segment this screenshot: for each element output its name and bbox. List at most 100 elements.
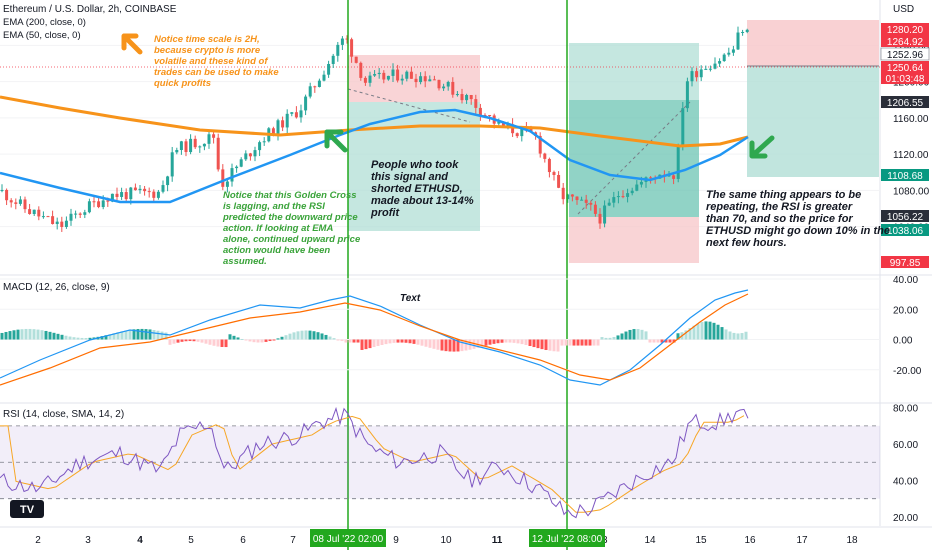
time-tick-label: 2: [35, 535, 41, 546]
candle-body: [575, 196, 579, 201]
macd-histogram-bar: [408, 339, 412, 344]
candle-body: [120, 192, 124, 197]
candle-body: [147, 191, 151, 193]
time-tick-label: 11: [492, 535, 503, 546]
candle-body: [442, 86, 446, 89]
macd-histogram-bar: [596, 339, 600, 346]
macd-histogram-bar: [316, 332, 320, 340]
macd-histogram-bar: [732, 332, 736, 340]
macd-histogram-bar: [400, 339, 404, 343]
macd-histogram-bar: [344, 339, 348, 343]
macd-tick-label: 20.00: [893, 305, 918, 316]
macd-histogram-bar: [412, 339, 416, 344]
macd-histogram-bar: [32, 329, 36, 340]
candle-body: [170, 152, 174, 177]
candle-body: [626, 193, 630, 197]
macd-histogram-bar: [252, 339, 256, 343]
macd-histogram-bar: [496, 339, 500, 344]
time-tick-label: 18: [846, 535, 858, 546]
price-badge-value: 01:03:48: [886, 74, 925, 85]
candle-body: [584, 199, 588, 203]
macd-histogram-bar: [424, 339, 428, 347]
candle-body: [359, 62, 363, 78]
candle-body: [55, 221, 59, 225]
macd-histogram-bar: [700, 322, 704, 340]
macd-histogram-bar: [480, 339, 484, 347]
macd-histogram-bar: [304, 330, 308, 340]
macd-histogram-bar: [404, 339, 408, 343]
candle-body: [386, 75, 390, 80]
candle-body: [143, 188, 147, 192]
macd-histogram-bar: [540, 339, 544, 350]
macd-histogram-bar: [244, 339, 248, 341]
macd-histogram-bar: [744, 331, 748, 340]
candle-body: [474, 99, 478, 108]
candle-body: [331, 55, 335, 64]
short-profit-annotation-line: profit: [370, 207, 400, 219]
golden-cross-annotation-line: is lagging, and the RSI: [223, 201, 325, 212]
macd-line: [0, 289, 749, 386]
tradingview-logo: TV: [10, 500, 44, 518]
macd-histogram-bar: [296, 331, 300, 340]
macd-histogram-bar: [624, 331, 628, 340]
ema200-line: [0, 95, 749, 148]
macd-histogram-bar: [488, 339, 492, 345]
macd-histogram-bar: [356, 339, 360, 343]
candle-body: [736, 32, 740, 50]
short-profit-annotation-line: shorted ETHUSD,: [371, 183, 463, 195]
candle-body: [133, 187, 137, 191]
macd-histogram-bar: [484, 339, 488, 346]
price-badge-value: 1252.96: [887, 50, 924, 61]
macd-histogram-bar: [272, 339, 276, 341]
time-highlight-text: 08 Jul '22 02:00: [313, 534, 384, 545]
time-tick-label: 4: [137, 535, 143, 546]
macd-histogram-bar: [308, 330, 312, 340]
candle-body: [419, 76, 423, 83]
repeat-annotation-line: than 70, and so the price for: [706, 213, 853, 225]
short-profit-annotation: People who took this signal and shorted ET…: [370, 159, 474, 219]
candle-body: [32, 209, 36, 215]
macd-histogram-bar: [640, 329, 644, 340]
macd-histogram-bar: [224, 339, 228, 348]
short-profit-annotation-line: made about 13-14%: [371, 195, 474, 207]
candle-body: [552, 172, 556, 175]
candle-body: [396, 69, 400, 81]
macd-histogram-bar: [12, 330, 16, 340]
price-badge-bg: [880, 47, 930, 61]
candle-body: [543, 153, 547, 159]
macd-histogram-bar: [616, 335, 620, 340]
candle-body: [713, 63, 717, 69]
macd-histogram-bar: [420, 339, 424, 346]
macd-histogram-bar: [472, 339, 476, 349]
macd-histogram-bar: [708, 321, 712, 340]
rsi-tick-label: 40.00: [893, 476, 918, 487]
time-highlight-text: 12 Jul '22 08:00: [532, 534, 603, 545]
candle-body: [129, 187, 133, 200]
candle-body: [437, 79, 441, 89]
candle-body: [368, 75, 372, 83]
time-tick-label: 16: [744, 535, 756, 546]
price-badge-value: 1206.55: [887, 98, 924, 109]
candle-body: [649, 177, 653, 179]
macd-histogram-bar: [520, 339, 524, 345]
candle-body: [400, 78, 404, 81]
candle-body: [350, 39, 354, 57]
candle-body: [37, 209, 41, 217]
candle-body: [97, 201, 101, 208]
repeat-annotation: The same thing appears to be repeating, t…: [706, 189, 890, 249]
macd-histogram-bar: [228, 334, 232, 340]
macd-signal-line: [0, 293, 749, 386]
candle-body: [101, 200, 105, 208]
price-badge-bg: [881, 256, 929, 268]
price-badge: 1250.64: [881, 61, 929, 74]
candle-body: [225, 181, 229, 187]
candle-body: [28, 209, 32, 215]
candle-body: [685, 81, 689, 109]
candle-body: [221, 169, 225, 187]
macd-histogram-bar: [336, 339, 340, 341]
macd-histogram-bar: [128, 329, 132, 340]
macd-histogram-bar: [48, 331, 52, 340]
time-highlight-bg: [529, 529, 605, 547]
